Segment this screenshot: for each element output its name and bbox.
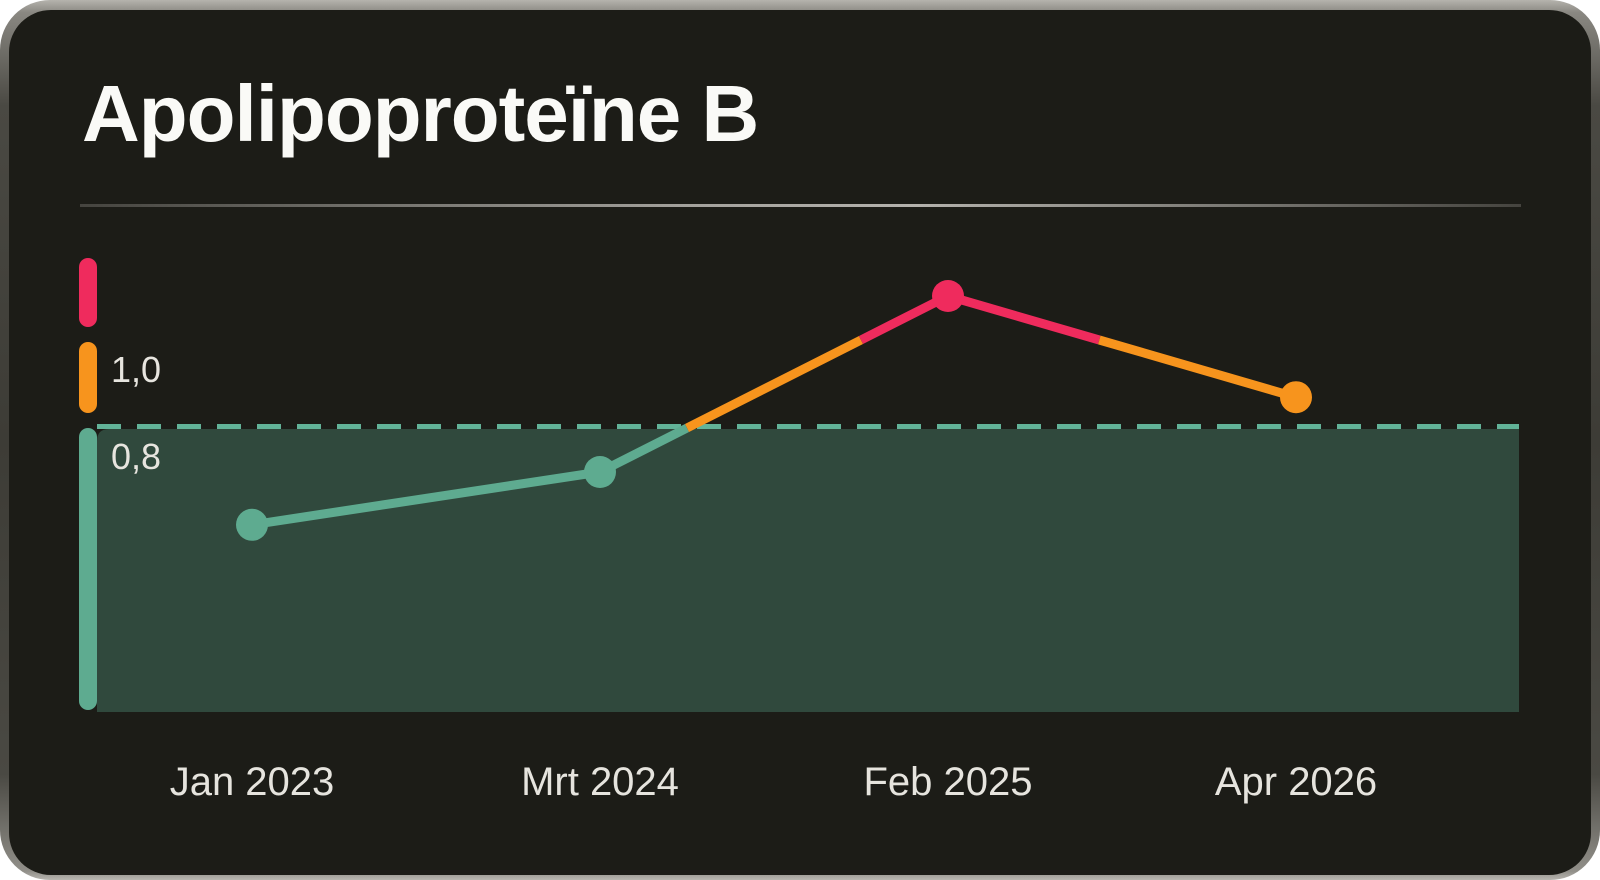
series-line-segment [251, 467, 601, 530]
x-axis-label: Mrt 2024 [521, 760, 679, 804]
series-line-segment [946, 291, 1101, 345]
data-point[interactable] [932, 280, 964, 312]
normal-zone-fill [97, 429, 1519, 712]
threshold-label-upper: 1,0 [111, 349, 162, 390]
scale-bar-normal [79, 428, 97, 710]
divider [80, 204, 1521, 207]
scale-bar-high [79, 258, 97, 327]
data-point[interactable] [584, 456, 616, 488]
x-axis-label: Jan 2023 [169, 760, 335, 804]
page-title: Apolipoproteïne B [82, 69, 759, 158]
scale-bar-borderline [79, 342, 97, 413]
data-point[interactable] [236, 508, 268, 541]
threshold-label-lower: 0,8 [111, 436, 162, 477]
series-line-segment [684, 335, 864, 433]
series-line-segment [858, 291, 951, 345]
series-line-segment [597, 423, 690, 477]
x-axis-label: Feb 2025 [863, 760, 1033, 804]
series-line-segment [1098, 335, 1298, 402]
data-point[interactable] [1280, 381, 1312, 414]
x-axis-label: Apr 2026 [1214, 760, 1378, 804]
